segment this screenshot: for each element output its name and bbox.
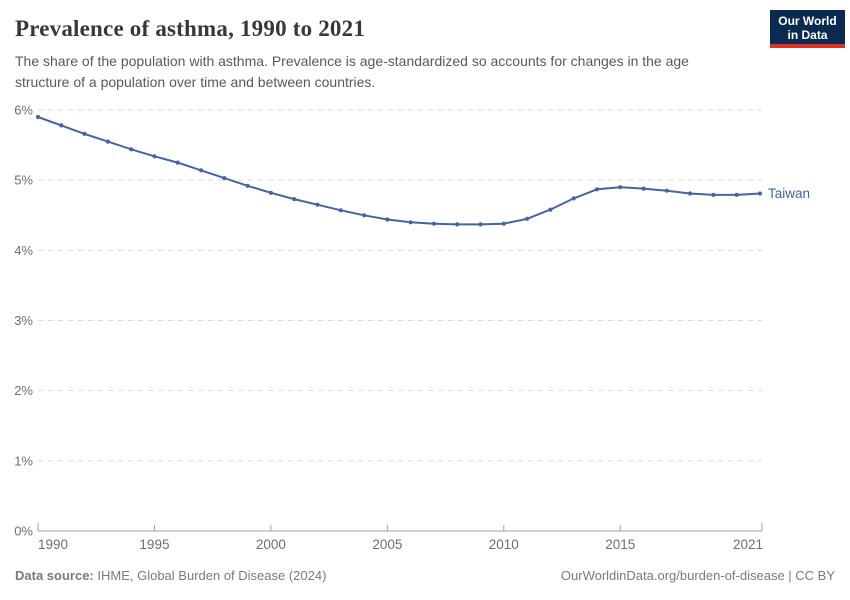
data-point[interactable] bbox=[292, 197, 297, 202]
y-tick-label: 1% bbox=[14, 453, 33, 468]
chart-footer: Data source: IHME, Global Burden of Dise… bbox=[15, 568, 835, 583]
data-point[interactable] bbox=[571, 196, 576, 201]
data-point[interactable] bbox=[478, 222, 483, 227]
data-point[interactable] bbox=[82, 131, 87, 136]
chart-title: Prevalence of asthma, 1990 to 2021 bbox=[15, 16, 366, 41]
data-point[interactable] bbox=[59, 123, 64, 128]
data-point[interactable] bbox=[501, 221, 506, 226]
data-point[interactable] bbox=[664, 188, 669, 193]
data-point[interactable] bbox=[152, 154, 157, 159]
data-point[interactable] bbox=[757, 191, 763, 196]
data-point[interactable] bbox=[245, 183, 250, 188]
x-tick-label: 2000 bbox=[256, 537, 286, 552]
x-tick-label: 1995 bbox=[139, 537, 169, 552]
data-point[interactable] bbox=[548, 207, 553, 212]
y-tick-label: 2% bbox=[14, 383, 33, 398]
data-source-note: Data source: IHME, Global Burden of Dise… bbox=[15, 568, 326, 583]
y-tick-label: 3% bbox=[14, 313, 33, 328]
data-source-label: Data source: bbox=[15, 568, 94, 583]
y-tick-label: 5% bbox=[14, 173, 33, 188]
credit-link[interactable]: OurWorldinData.org/burden-of-disease | C… bbox=[560, 568, 835, 583]
data-point[interactable] bbox=[105, 139, 110, 144]
data-point[interactable] bbox=[35, 114, 41, 120]
data-point[interactable] bbox=[455, 222, 460, 227]
data-point[interactable] bbox=[129, 147, 134, 152]
data-point[interactable] bbox=[431, 221, 436, 226]
data-point[interactable] bbox=[222, 176, 227, 181]
data-point[interactable] bbox=[594, 187, 600, 192]
data-point[interactable] bbox=[268, 190, 273, 195]
y-tick-label: 6% bbox=[14, 103, 33, 118]
data-line-taiwan[interactable] bbox=[37, 116, 761, 226]
data-point[interactable] bbox=[734, 192, 739, 197]
data-point[interactable] bbox=[362, 213, 367, 218]
data-point[interactable] bbox=[385, 217, 390, 222]
data-point[interactable] bbox=[711, 192, 716, 197]
x-tick-label: 2005 bbox=[372, 537, 402, 552]
chart-subtitle: The share of the population with asthma.… bbox=[15, 53, 689, 90]
owid-logo-line1: Our World bbox=[778, 14, 837, 28]
data-point[interactable] bbox=[315, 202, 320, 207]
data-point[interactable] bbox=[525, 216, 530, 221]
data-point[interactable] bbox=[408, 220, 413, 225]
x-tick-label: 1990 bbox=[38, 537, 68, 552]
x-tick-label: 2021 bbox=[733, 537, 763, 552]
x-tick-label: 2015 bbox=[605, 537, 635, 552]
x-tick-label: 2010 bbox=[489, 537, 519, 552]
y-tick-label: 4% bbox=[14, 243, 33, 258]
owid-logo[interactable]: Our World in Data bbox=[770, 10, 845, 48]
data-point[interactable] bbox=[175, 160, 180, 165]
data-point[interactable] bbox=[641, 186, 646, 191]
data-source-value: IHME, Global Burden of Disease (2024) bbox=[97, 568, 327, 583]
data-point[interactable] bbox=[198, 168, 204, 173]
y-tick-label: 0% bbox=[14, 524, 33, 539]
series-end-label[interactable]: Taiwan bbox=[768, 186, 810, 201]
data-point[interactable] bbox=[618, 185, 623, 190]
data-point[interactable] bbox=[688, 191, 693, 196]
owid-logo-line2: in Data bbox=[787, 28, 828, 42]
data-point[interactable] bbox=[338, 208, 343, 213]
